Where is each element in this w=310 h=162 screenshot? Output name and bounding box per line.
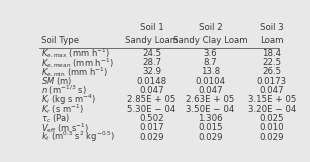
Text: Soil 1: Soil 1	[140, 23, 164, 32]
Text: $n$ (m$^{-1/3}$ s): $n$ (m$^{-1/3}$ s)	[41, 84, 87, 97]
Text: 0.047: 0.047	[198, 86, 223, 95]
Text: $K_{e,\mathrm{max}}$ (mm h$^{-1}$): $K_{e,\mathrm{max}}$ (mm h$^{-1}$)	[41, 46, 110, 60]
Text: 3.6: 3.6	[204, 49, 217, 58]
Text: 13.8: 13.8	[201, 68, 220, 76]
Text: 3.20E − 04: 3.20E − 04	[248, 105, 296, 114]
Text: 0.047: 0.047	[259, 86, 284, 95]
Text: $K_i$ (kg s m$^{-4}$): $K_i$ (kg s m$^{-4}$)	[41, 93, 96, 107]
Text: 5.30E − 04: 5.30E − 04	[127, 105, 176, 114]
Text: 2.63E + 05: 2.63E + 05	[186, 95, 235, 104]
Text: 0.010: 0.010	[259, 123, 284, 132]
Text: 28.7: 28.7	[142, 58, 161, 67]
Text: 0.0104: 0.0104	[196, 77, 226, 86]
Text: $SM$ (m): $SM$ (m)	[41, 75, 72, 87]
Text: 0.047: 0.047	[140, 86, 164, 95]
Text: 26.5: 26.5	[262, 68, 281, 76]
Text: 0.015: 0.015	[198, 123, 223, 132]
Text: 0.0148: 0.0148	[137, 77, 167, 86]
Text: 0.017: 0.017	[140, 123, 164, 132]
Text: 0.029: 0.029	[198, 133, 223, 142]
Text: $\tau_c$ (Pa): $\tau_c$ (Pa)	[41, 112, 70, 125]
Text: 1.306: 1.306	[198, 114, 223, 123]
Text: 0.029: 0.029	[259, 133, 284, 142]
Text: Soil Type: Soil Type	[41, 36, 79, 45]
Text: Soil 3: Soil 3	[260, 23, 284, 32]
Text: $K_{e,\mathrm{min}}$ (mm h$^{-1}$): $K_{e,\mathrm{min}}$ (mm h$^{-1}$)	[41, 65, 108, 79]
Text: $k_t$ (m$^{0.5}$ s$^{2}$ kg$^{-0.5}$): $k_t$ (m$^{0.5}$ s$^{2}$ kg$^{-0.5}$)	[41, 130, 115, 144]
Text: 0.502: 0.502	[140, 114, 164, 123]
Text: 18.4: 18.4	[262, 49, 281, 58]
Text: Sandy Clay Loam: Sandy Clay Loam	[173, 36, 248, 45]
Text: Sandy Loam: Sandy Loam	[125, 36, 178, 45]
Text: 3.15E + 05: 3.15E + 05	[248, 95, 296, 104]
Text: 22.5: 22.5	[262, 58, 281, 67]
Text: 0.025: 0.025	[259, 114, 284, 123]
Text: 32.9: 32.9	[142, 68, 161, 76]
Text: $K_r$ (s m$^{-1}$): $K_r$ (s m$^{-1}$)	[41, 102, 84, 116]
Text: 0.0173: 0.0173	[257, 77, 287, 86]
Text: 0.029: 0.029	[140, 133, 164, 142]
Text: Soil 2: Soil 2	[199, 23, 222, 32]
Text: 3.50E − 04: 3.50E − 04	[186, 105, 235, 114]
Text: $K_{e,\mathrm{mean}}$ (mm h$^{-1}$): $K_{e,\mathrm{mean}}$ (mm h$^{-1}$)	[41, 56, 114, 69]
Text: 24.5: 24.5	[142, 49, 161, 58]
Text: $V_\mathrm{eff}$ (m s$^{-1}$): $V_\mathrm{eff}$ (m s$^{-1}$)	[41, 121, 90, 135]
Text: 8.7: 8.7	[204, 58, 217, 67]
Text: 2.85E + 05: 2.85E + 05	[127, 95, 176, 104]
Text: Loam: Loam	[260, 36, 284, 45]
